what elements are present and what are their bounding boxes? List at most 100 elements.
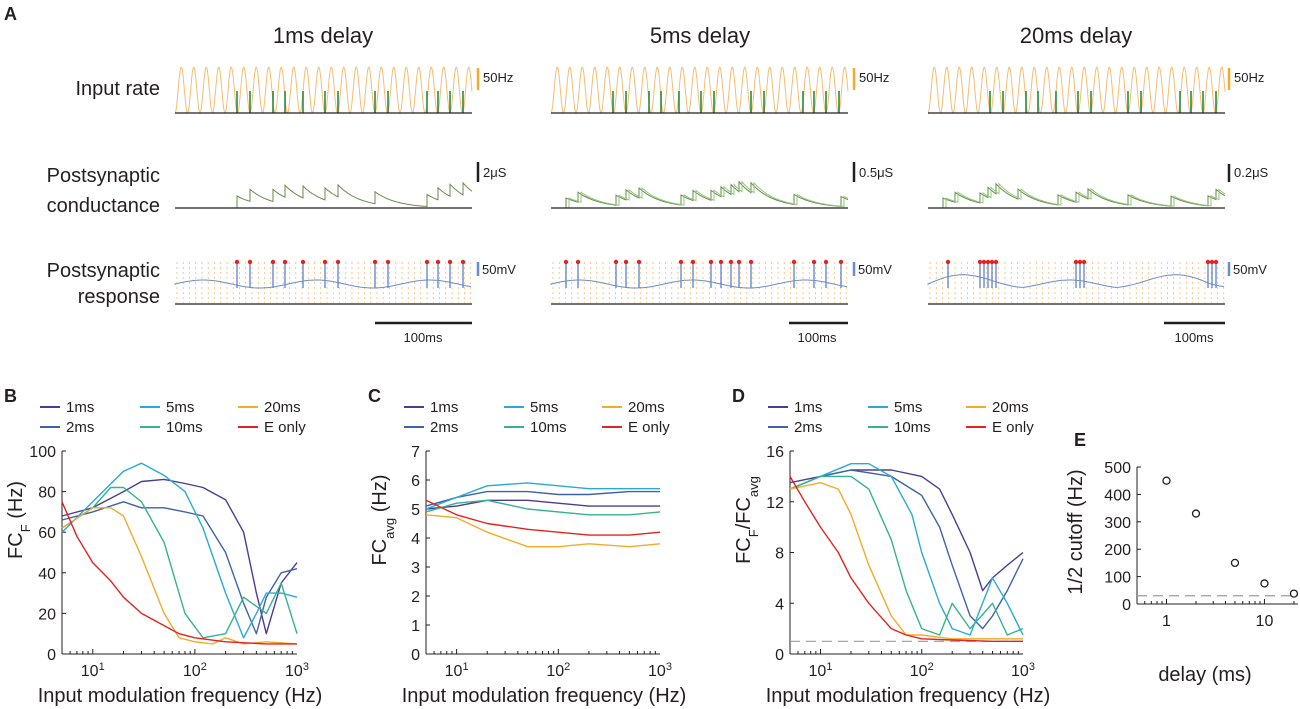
legend-label: 1ms — [794, 399, 822, 416]
response-scale-label: 50mV — [1233, 262, 1267, 277]
spike-marker — [270, 259, 276, 265]
spike-marker — [1081, 259, 1087, 265]
legend-label: 20ms — [264, 399, 301, 416]
x-tick-label: 102 — [183, 661, 207, 680]
series-line-d1 — [61, 478, 298, 635]
spike-marker — [282, 259, 288, 265]
panel-a: A 1ms delay 5ms delay 20ms delay Input r… — [4, 4, 1269, 345]
legend-item-e-only: E only — [602, 419, 670, 436]
spike-marker — [838, 259, 844, 265]
spike-marker — [1073, 259, 1079, 265]
legend-item-10ms: 10ms — [504, 419, 567, 436]
legend-label: E only — [992, 419, 1034, 436]
y-tick-label: 100 — [1104, 570, 1131, 587]
series-line-d10 — [789, 475, 1024, 636]
legend-label: 2ms — [66, 419, 94, 436]
x-tick-label: 101 — [445, 661, 469, 680]
plot-area: 0 20 40 60 80 100 101 102 103 — [29, 444, 309, 680]
legend-item-20ms: 20ms — [966, 399, 1029, 416]
legend-item-2ms: 2ms — [404, 419, 458, 436]
series-line-d1 — [425, 499, 660, 510]
spike-marker — [322, 259, 328, 265]
x-axis-title: delay (ms) — [1158, 664, 1251, 686]
series-line-eonly — [61, 501, 297, 645]
response-trace — [927, 259, 1225, 303]
spike-marker — [447, 259, 453, 265]
x-tick-label: 102 — [910, 661, 934, 680]
conductance-scale-label: 0.2μS — [1234, 165, 1269, 180]
spike-marker — [1077, 259, 1083, 265]
y-axis-title-unit: (Hz) — [5, 481, 27, 524]
y-tick-label: 300 — [1104, 515, 1131, 532]
spike-marker — [563, 259, 569, 265]
trace-column-20ms: 50Hz 0.2μS 50mV 100ms — [927, 66, 1269, 345]
legend-item-10ms: 10ms — [140, 419, 203, 436]
spike-marker — [811, 259, 817, 265]
y-tick-label: 0 — [47, 647, 56, 664]
legend-item-20ms: 20ms — [602, 399, 665, 416]
x-tick-exponent: 2 — [564, 661, 570, 673]
input-rate-curve — [927, 66, 1226, 114]
series-line-d2 — [425, 490, 660, 507]
legend-label: E only — [264, 419, 306, 436]
panel-b: B FCF (Hz) Input modulation frequency (H… — [4, 386, 322, 707]
spike-marker — [613, 259, 619, 265]
input-rate-curve — [550, 66, 849, 114]
input-rate-trace — [174, 66, 473, 114]
legend-c: 1ms 5ms 20ms 2ms 10ms E only — [404, 399, 670, 436]
legend-item-1ms: 1ms — [404, 399, 458, 416]
legend-item-5ms: 5ms — [140, 399, 194, 416]
panel-c-letter: C — [368, 386, 381, 406]
y-axis-title: FCF/FCavg — [733, 476, 761, 564]
time-scale-label: 100ms — [403, 330, 443, 345]
conductance-curve — [175, 181, 473, 209]
spike-marker — [736, 259, 742, 265]
legend-item-20ms: 20ms — [238, 399, 301, 416]
x-tick-exponent: 3 — [1029, 661, 1035, 673]
legend-label: E only — [628, 419, 670, 436]
x-tick-exponent: 2 — [928, 661, 934, 673]
legend-item-2ms: 2ms — [768, 419, 822, 436]
y-axis-title-unit: (Hz) — [369, 475, 391, 518]
series-line-d20 — [789, 482, 1023, 640]
y-axis-title-mid: /FC — [733, 497, 755, 529]
conductance-curve — [551, 180, 849, 209]
spike-marker — [791, 259, 797, 265]
legend-label: 2ms — [794, 419, 822, 436]
conductance-trace — [928, 182, 1226, 209]
spike-marker — [823, 259, 829, 265]
spike-marker — [945, 259, 951, 265]
y-axis-title-sub: F — [746, 529, 761, 537]
y-tick-label: 0 — [1122, 597, 1131, 614]
x-tick-label: 101 — [809, 661, 833, 680]
legend-d: 1ms 5ms 20ms 2ms 10ms E only — [768, 399, 1034, 436]
series-line-d10 — [425, 499, 661, 516]
rate-scale-label: 50Hz — [483, 70, 513, 85]
panel-c: C FCavg (Hz) Input modulation frequency … — [368, 386, 686, 707]
rate-scale-label: 50Hz — [1234, 70, 1264, 85]
column-title-1ms: 1ms delay — [273, 23, 373, 48]
y-tick-label: 400 — [1104, 487, 1131, 504]
input-rate-trace — [550, 66, 849, 114]
legend-item-10ms: 10ms — [868, 419, 931, 436]
legend-label: 1ms — [66, 399, 94, 416]
y-tick-label: 200 — [1104, 542, 1131, 559]
x-tick-label: 102 — [546, 661, 570, 680]
spike-marker — [1209, 259, 1215, 265]
series-line-d20 — [61, 507, 298, 645]
spike-marker — [636, 259, 642, 265]
y-axis-title: FCF (Hz) — [5, 481, 33, 559]
x-tick-label: 10 — [1256, 613, 1274, 630]
trace-column-5ms: 50Hz 0.5μS 50mV 100ms — [550, 66, 894, 345]
spike-marker — [300, 259, 306, 265]
row-label-input-rate: Input rate — [75, 78, 160, 100]
response-trace — [174, 259, 472, 303]
series-line-d5 — [789, 463, 1024, 636]
panel-e: E 1/2 cutoff (Hz) delay (ms) 0 100 200 300 4… — [1065, 430, 1299, 686]
legend-item-e-only: E only — [966, 419, 1034, 436]
spike-marker — [234, 259, 240, 265]
membrane-potential-curve — [174, 279, 472, 289]
x-axis-title: Input modulation frequency (Hz) — [38, 685, 323, 707]
